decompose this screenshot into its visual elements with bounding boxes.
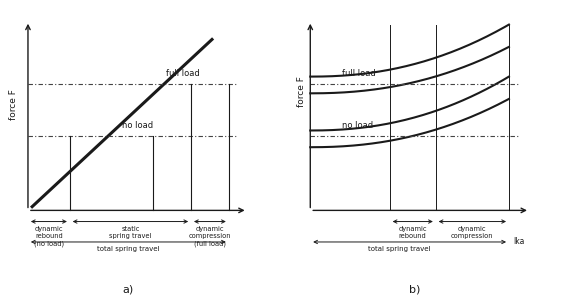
Text: lka: lka (513, 238, 524, 247)
Text: static
spring travel: static spring travel (109, 226, 152, 239)
Text: no load: no load (122, 122, 153, 130)
Text: full load: full load (342, 70, 375, 79)
Text: dynamic
compression
(full load): dynamic compression (full load) (189, 226, 231, 247)
Text: dynamic
rebound
(no load): dynamic rebound (no load) (34, 226, 64, 247)
Text: total spring travel: total spring travel (368, 246, 430, 252)
Text: full load: full load (166, 70, 200, 79)
Text: no load: no load (342, 122, 373, 130)
Text: a): a) (123, 285, 134, 295)
Text: dynamic
compression: dynamic compression (451, 226, 493, 239)
Text: total spring travel: total spring travel (97, 246, 160, 252)
Text: b): b) (409, 285, 420, 295)
Text: force F: force F (9, 90, 18, 121)
Text: force F: force F (297, 76, 306, 107)
Text: dynamic
rebound: dynamic rebound (398, 226, 427, 239)
